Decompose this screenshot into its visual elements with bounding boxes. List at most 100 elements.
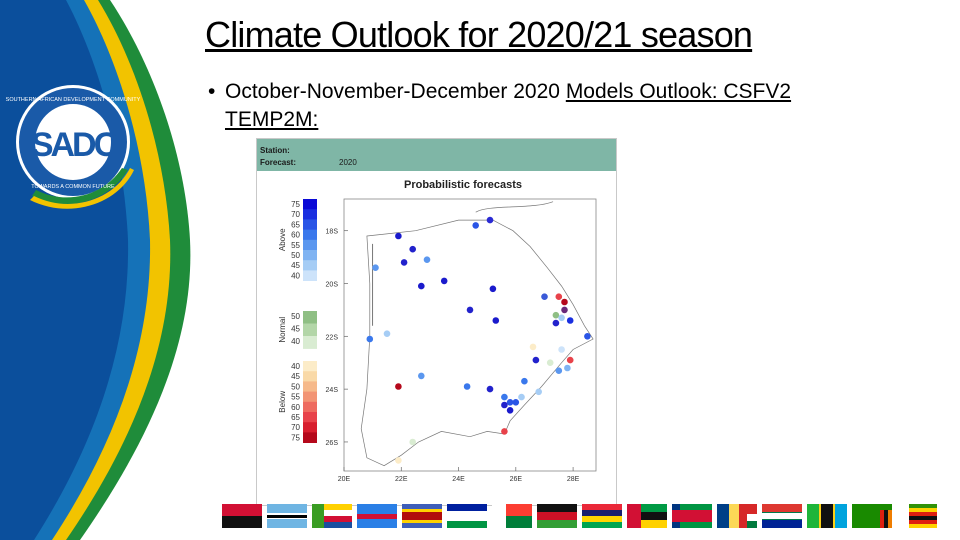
x-tick-label: 26E <box>510 476 523 483</box>
flag-botswana-icon <box>267 504 307 528</box>
station-point <box>561 298 568 306</box>
station-point <box>501 393 508 401</box>
station-point <box>492 317 500 324</box>
x-tick-label: 20E <box>338 476 351 483</box>
station-point <box>409 245 416 253</box>
figure-header: Station: Forecast: 2020 <box>257 139 616 171</box>
flag-namibia-icon <box>672 504 712 528</box>
legend-above-label: Above <box>278 228 287 251</box>
legend-above-tick: 55 <box>291 241 300 250</box>
legend-above-tick: 50 <box>291 251 300 260</box>
legend-above-tick: 60 <box>291 231 300 240</box>
station-point <box>395 383 402 390</box>
bullet-text: October-November-December 2020 Models Ou… <box>225 78 865 134</box>
legend-above-swatch <box>303 250 317 261</box>
flag-tanzania-icon <box>807 504 847 528</box>
legend-above-tick: 75 <box>291 200 300 209</box>
logo-ring-text-bottom: TOWARDS A COMMON FUTURE <box>31 184 115 190</box>
station-point <box>418 282 425 290</box>
station-point <box>555 367 563 374</box>
sadc-logo-icon <box>16 85 134 209</box>
legend-above-tick: 70 <box>291 210 300 219</box>
station-point <box>440 277 448 285</box>
legend-below-tick: 45 <box>291 372 300 381</box>
station-point <box>400 259 408 266</box>
bullet-symbol: • <box>208 80 216 103</box>
station-point <box>555 293 563 300</box>
slide-title: Climate Outlook for 2020/21 season <box>205 14 753 55</box>
station-point <box>489 285 497 293</box>
forecast-label: Forecast: <box>260 158 297 167</box>
legend-above-swatch <box>303 209 317 220</box>
legend-below-tick: 40 <box>291 362 300 371</box>
flag-mauritius-icon <box>582 504 622 528</box>
map-frame <box>343 198 597 472</box>
forecast-map-chart: 7570656055504540Above504540Normal4045505… <box>278 198 597 483</box>
legend-normal-tick: 45 <box>291 325 300 334</box>
legend-below-swatch <box>303 422 317 433</box>
forecast-value: 2020 <box>339 158 357 167</box>
legend-normal-swatch <box>303 311 317 324</box>
legend-below-swatch <box>303 371 317 382</box>
legend-normal-tick: 40 <box>291 337 300 346</box>
legend-above-tick: 40 <box>291 271 300 280</box>
station-point <box>584 333 591 340</box>
legend-below-swatch <box>303 391 317 403</box>
figure-title: Probabilistic forecasts <box>404 179 522 191</box>
station-point <box>466 306 474 314</box>
station-point <box>512 399 520 406</box>
station-point <box>566 317 574 324</box>
flag-seychelles-icon <box>717 504 757 528</box>
station-point <box>395 232 402 240</box>
y-tick-label: 22S <box>326 334 339 341</box>
legend-below-tick: 50 <box>291 382 300 391</box>
legend-normal-tick: 50 <box>291 312 300 321</box>
station-point <box>521 377 528 385</box>
bullet-text-underlined: Models Outlook: CSFV2 TEMP2M: <box>225 80 792 131</box>
station-point <box>552 319 560 327</box>
bullet-text-plain: October-November-December 2020 <box>225 80 566 103</box>
legend-below-tick: 60 <box>291 403 300 412</box>
station-point <box>418 372 425 380</box>
flag-zambia-icon <box>852 504 892 528</box>
station-point <box>423 256 431 263</box>
legend-below-swatch <box>303 432 317 443</box>
station-point <box>529 343 537 351</box>
logo-monogram: SADC <box>31 126 118 164</box>
flag-zimbabwe-icon <box>897 504 937 528</box>
flag-dr-congo-icon <box>357 504 397 528</box>
station-point <box>383 330 391 337</box>
legend-above-tick: 65 <box>291 220 300 229</box>
legend-above-swatch <box>303 199 317 210</box>
station-point <box>535 388 542 396</box>
legend-below-label: Below <box>278 391 287 413</box>
station-point <box>564 364 571 372</box>
legend-below-tick: 55 <box>291 393 300 402</box>
flag-lesotho-icon <box>447 504 487 528</box>
flag-eswatini-icon <box>402 504 442 528</box>
x-tick-label: 28E <box>567 476 580 483</box>
y-tick-label: 26S <box>326 440 339 447</box>
x-tick-label: 22E <box>395 476 408 483</box>
station-point <box>532 356 540 364</box>
legend-below-swatch <box>303 381 317 392</box>
station-point <box>541 293 548 300</box>
legend-below-swatch <box>303 412 317 423</box>
logo-ring-text: SOUTHERN AFRICAN DEVELOPMENT COMMUNITY <box>6 97 141 103</box>
station-point <box>506 399 514 406</box>
station-point <box>561 306 568 314</box>
y-tick-label: 20S <box>326 282 339 289</box>
y-tick-label: 24S <box>326 387 339 394</box>
station-point <box>552 311 560 319</box>
station-point <box>486 216 494 224</box>
legend-above-swatch <box>303 219 317 230</box>
legend-normal-swatch <box>303 336 317 349</box>
legend-above-swatch <box>303 229 317 241</box>
station-point <box>566 356 574 364</box>
legend-normal-label: Normal <box>278 317 287 343</box>
station-point <box>486 385 494 393</box>
flag-comoros-icon <box>312 504 352 528</box>
station-point <box>472 222 479 229</box>
station-point <box>506 407 514 414</box>
